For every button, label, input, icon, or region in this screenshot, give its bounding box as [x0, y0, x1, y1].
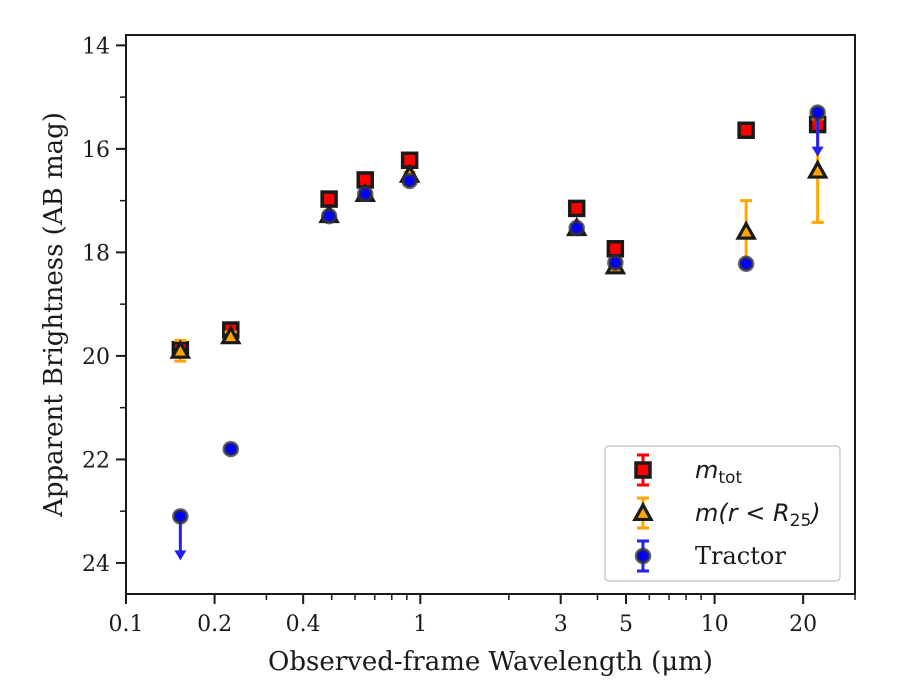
series-triangle [169, 117, 829, 363]
legend-marker-circle [634, 547, 652, 565]
series-square [171, 115, 827, 359]
data-point [222, 440, 240, 458]
data-point [607, 254, 624, 271]
data-point [809, 104, 826, 121]
plot-area [169, 104, 829, 561]
legend-label: mtot [695, 456, 742, 488]
y-tick-label: 24 [82, 552, 110, 577]
data-point [169, 339, 192, 359]
data-point [220, 324, 242, 345]
x-tick-label: 0.4 [286, 612, 321, 637]
y-tick-label: 16 [82, 138, 110, 163]
legend-box [604, 445, 841, 582]
x-tick-label: 0.2 [197, 612, 232, 637]
legend-label: Tractor [695, 542, 786, 570]
data-point [356, 185, 374, 203]
data-point [737, 255, 755, 273]
legend-label: m(r < R25) [695, 499, 821, 531]
y-tick-label: 22 [82, 448, 110, 473]
data-point [320, 207, 338, 225]
x-tick-label: 3 [554, 612, 568, 637]
y-axis-label: Apparent Brightness (AB mag) [39, 112, 69, 518]
data-point [172, 508, 189, 525]
y-tick-label: 20 [82, 345, 110, 370]
x-tick-label: 20 [789, 612, 817, 637]
series-circle [172, 104, 826, 561]
data-point [606, 240, 625, 258]
data-point [567, 199, 586, 218]
legend: mtot m(r < R25) Tractor [604, 445, 841, 582]
upper-limit-arrowhead [811, 146, 824, 157]
x-tick-label: 10 [701, 612, 729, 637]
upper-limit-arrowhead [174, 550, 187, 561]
y-tick-label: 18 [82, 241, 110, 266]
plot-frame [125, 34, 856, 595]
data-point [568, 219, 585, 237]
data-point [806, 159, 829, 179]
x-axis-label: Observed-frame Wavelength (μm) [268, 647, 713, 677]
x-tick-label: 1 [413, 612, 427, 637]
data-point [401, 172, 418, 190]
data-point [735, 220, 757, 240]
legend-marker-square [634, 461, 652, 479]
legend-marker-triangle [632, 501, 654, 522]
x-tick-label: 5 [619, 612, 633, 637]
axes: 0.1 0.2 0.4 1 3 5 10 20 14 16 18 20 22 24 [82, 34, 856, 637]
x-tick-label: 0.1 [109, 612, 144, 637]
y-tick-label: 14 [82, 34, 110, 59]
data-point [737, 121, 755, 139]
